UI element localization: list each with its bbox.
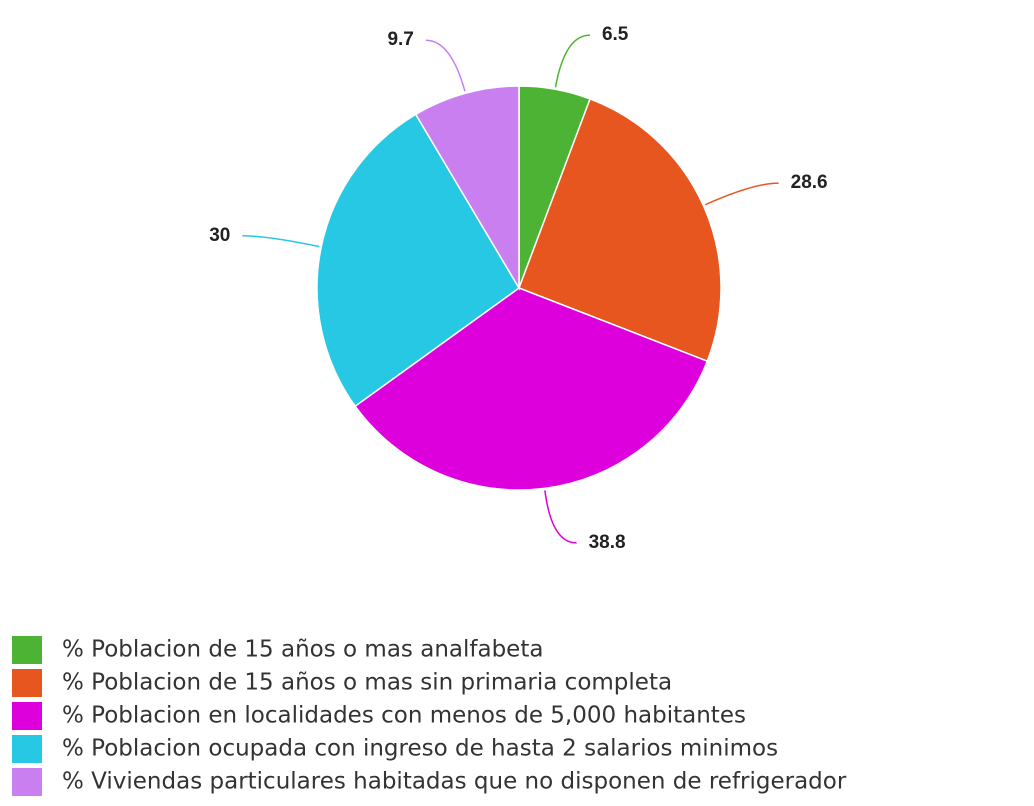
leader-line — [554, 34, 590, 88]
leader-line — [242, 235, 320, 248]
leader-line — [704, 182, 779, 206]
legend-label: % Poblacion en localidades con menos de … — [62, 703, 746, 729]
leader-line — [425, 39, 466, 92]
leader-line — [544, 490, 577, 544]
legend-swatch — [12, 735, 42, 763]
data-label: 38.8 — [589, 532, 626, 553]
pie-slice — [518, 97, 722, 363]
pie-slice — [316, 113, 520, 408]
data-label: 9.7 — [387, 29, 413, 50]
legend-swatch — [12, 768, 42, 796]
data-label: 30 — [209, 225, 230, 246]
legend-label: % Viviendas particulares habitadas que n… — [62, 769, 847, 795]
legend-swatch — [12, 669, 42, 697]
legend-label: % Poblacion ocupada con ingreso de hasta… — [62, 736, 778, 762]
pie-slice — [414, 85, 520, 291]
legend-label: % Poblacion de 15 años o mas analfabeta — [62, 637, 543, 663]
legend-label: % Poblacion de 15 años o mas sin primari… — [62, 670, 672, 696]
data-label: 6.5 — [602, 24, 629, 45]
legend-swatch — [12, 636, 42, 664]
pie-slice — [354, 287, 709, 491]
data-label: 28.6 — [791, 172, 828, 193]
legend-swatch — [12, 702, 42, 730]
